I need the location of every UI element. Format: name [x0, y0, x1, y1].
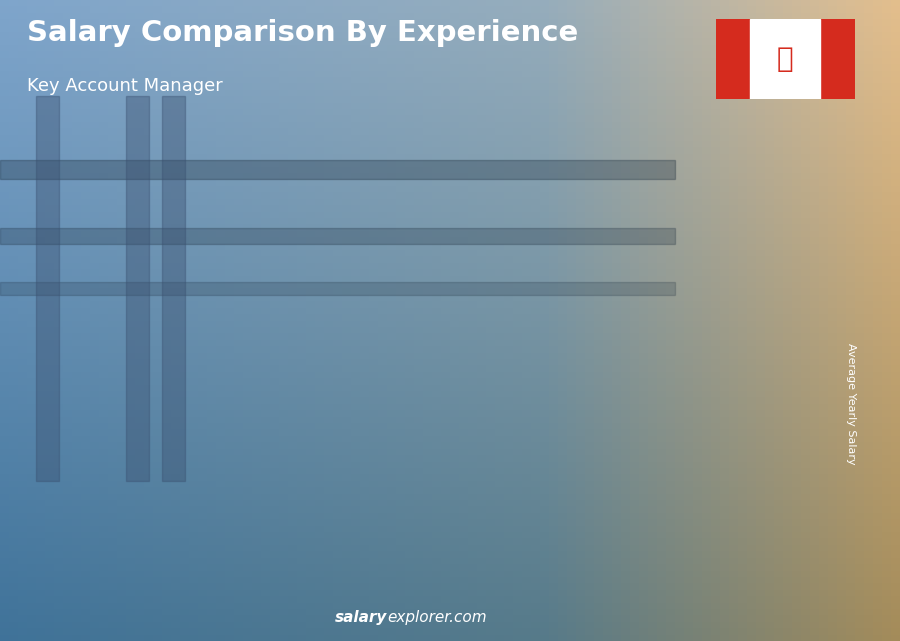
- Bar: [0, 282, 675, 295]
- Bar: [320, 369, 398, 577]
- Bar: [517, 319, 524, 577]
- FancyArrowPatch shape: [265, 371, 321, 424]
- Bar: [716, 19, 751, 99]
- Bar: [578, 301, 585, 577]
- Bar: [644, 301, 652, 577]
- Bar: [576, 301, 652, 577]
- Bar: [67, 460, 75, 577]
- Bar: [194, 426, 202, 577]
- FancyArrowPatch shape: [521, 297, 577, 317]
- Text: 220,000 CAD: 220,000 CAD: [454, 349, 532, 362]
- Text: 235,000 CAD: 235,000 CAD: [582, 334, 660, 347]
- Text: +29%: +29%: [140, 380, 194, 398]
- FancyArrowPatch shape: [392, 319, 449, 367]
- Bar: [0, 160, 675, 179]
- Text: +24%: +24%: [396, 256, 450, 274]
- Text: Key Account Manager: Key Account Manager: [27, 77, 223, 95]
- Bar: [771, 282, 779, 577]
- Bar: [133, 460, 140, 577]
- Text: 251,000 CAD: 251,000 CAD: [710, 317, 788, 330]
- Text: 🍁: 🍁: [777, 46, 794, 73]
- Bar: [126, 96, 148, 481]
- Bar: [450, 319, 457, 577]
- Bar: [261, 426, 268, 577]
- Text: 177,000 CAD: 177,000 CAD: [328, 394, 405, 407]
- Text: Average Yearly Salary: Average Yearly Salary: [846, 343, 856, 465]
- Text: 99,900 CAD: 99,900 CAD: [0, 541, 58, 554]
- Text: 128,000 CAD: 128,000 CAD: [200, 444, 277, 458]
- Bar: [0, 228, 675, 244]
- Bar: [66, 460, 142, 577]
- Text: +38%: +38%: [268, 315, 322, 333]
- Bar: [322, 369, 329, 577]
- Bar: [389, 369, 396, 577]
- Bar: [751, 19, 820, 99]
- Text: Salary Comparison By Experience: Salary Comparison By Experience: [27, 19, 578, 47]
- Text: salary: salary: [335, 610, 387, 625]
- FancyArrowPatch shape: [138, 426, 194, 458]
- Bar: [820, 19, 855, 99]
- Bar: [194, 426, 270, 577]
- FancyArrowPatch shape: [649, 278, 704, 299]
- Bar: [162, 96, 184, 481]
- Text: +7%: +7%: [530, 250, 572, 269]
- Text: explorer.com: explorer.com: [387, 610, 487, 625]
- Bar: [706, 282, 713, 577]
- Bar: [36, 96, 58, 481]
- Text: +7%: +7%: [657, 231, 699, 249]
- Bar: [704, 282, 780, 577]
- Bar: [448, 319, 526, 577]
